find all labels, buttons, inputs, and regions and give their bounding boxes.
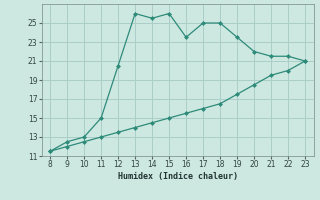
X-axis label: Humidex (Indice chaleur): Humidex (Indice chaleur) [118, 172, 237, 181]
